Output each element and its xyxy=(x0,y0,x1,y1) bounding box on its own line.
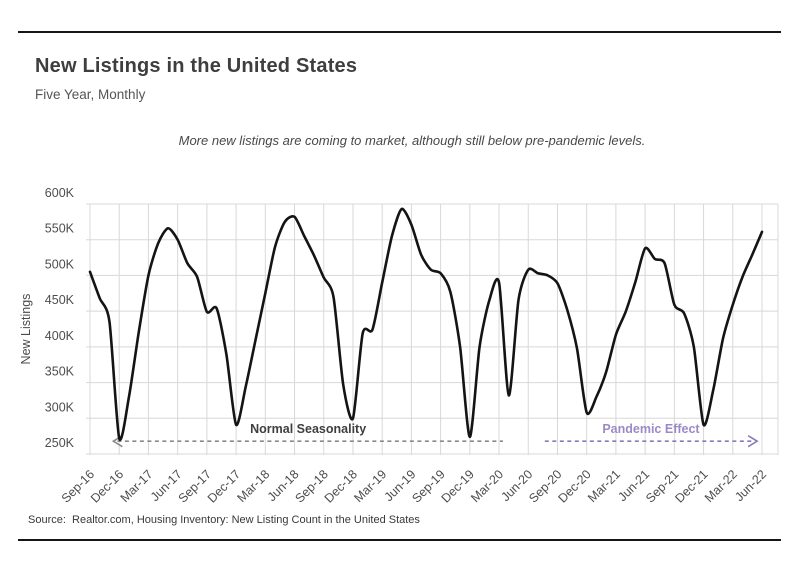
x-tick-label: Sep-18 xyxy=(292,467,330,505)
chart-line xyxy=(88,207,764,442)
y-tick-label: 450K xyxy=(45,293,75,307)
page-title: New Listings in the United States xyxy=(35,55,358,77)
annotation-label: Pandemic Effect xyxy=(602,422,700,436)
y-tick-label: 400K xyxy=(45,329,75,343)
x-tick-label: Sep-16 xyxy=(59,467,97,505)
x-tick-label: Mar-19 xyxy=(351,467,389,505)
top-rule xyxy=(18,31,781,33)
y-tick-label: 350K xyxy=(45,365,75,379)
x-tick-label: Dec-21 xyxy=(672,467,710,505)
x-tick-label: Jun-19 xyxy=(382,467,419,504)
x-tick-label: Dec-17 xyxy=(205,467,243,505)
x-tick-label: Sep-19 xyxy=(409,467,447,505)
x-tick-label: Jun-17 xyxy=(148,467,185,504)
y-tick-label: 600K xyxy=(45,186,75,200)
x-tick-label: Jun-18 xyxy=(265,467,302,504)
x-tick-label: Dec-19 xyxy=(439,467,477,505)
x-tick-label: Mar-17 xyxy=(118,467,156,505)
bottom-rule xyxy=(18,539,781,541)
x-tick-label: Mar-20 xyxy=(468,467,506,505)
x-tick-label: Sep-17 xyxy=(176,467,214,505)
y-tick-label: 250K xyxy=(45,436,75,450)
source-note: Source: Realtor.com, Housing Inventory: … xyxy=(28,514,420,526)
x-tick-label: Sep-21 xyxy=(643,467,681,505)
x-tick-label: Dec-20 xyxy=(555,467,593,505)
annotation-label: Normal Seasonality xyxy=(250,422,366,436)
y-tick-label: 550K xyxy=(45,222,75,236)
y-tick-label: 300K xyxy=(45,400,75,414)
chart-takeaway-annotation: More new listings are coming to market, … xyxy=(178,133,646,148)
y-axis-title: New Listings xyxy=(19,294,33,365)
x-tick-label: Mar-18 xyxy=(235,467,273,505)
x-tick-label: Jun-21 xyxy=(615,467,652,504)
x-tick-label: Mar-21 xyxy=(585,467,623,505)
x-tick-label: Jun-22 xyxy=(732,467,769,504)
x-tick-label: Sep-20 xyxy=(526,467,564,505)
x-tick-label: Dec-16 xyxy=(88,467,126,505)
x-tick-label: Mar-22 xyxy=(702,467,740,505)
y-tick-label: 500K xyxy=(45,257,75,271)
annotation-arrowhead xyxy=(747,434,759,448)
annotation-arrowhead xyxy=(111,434,123,448)
page-subtitle: Five Year, Monthly xyxy=(35,87,146,102)
x-tick-label: Jun-20 xyxy=(498,467,535,504)
x-tick-label: Dec-18 xyxy=(322,467,360,505)
